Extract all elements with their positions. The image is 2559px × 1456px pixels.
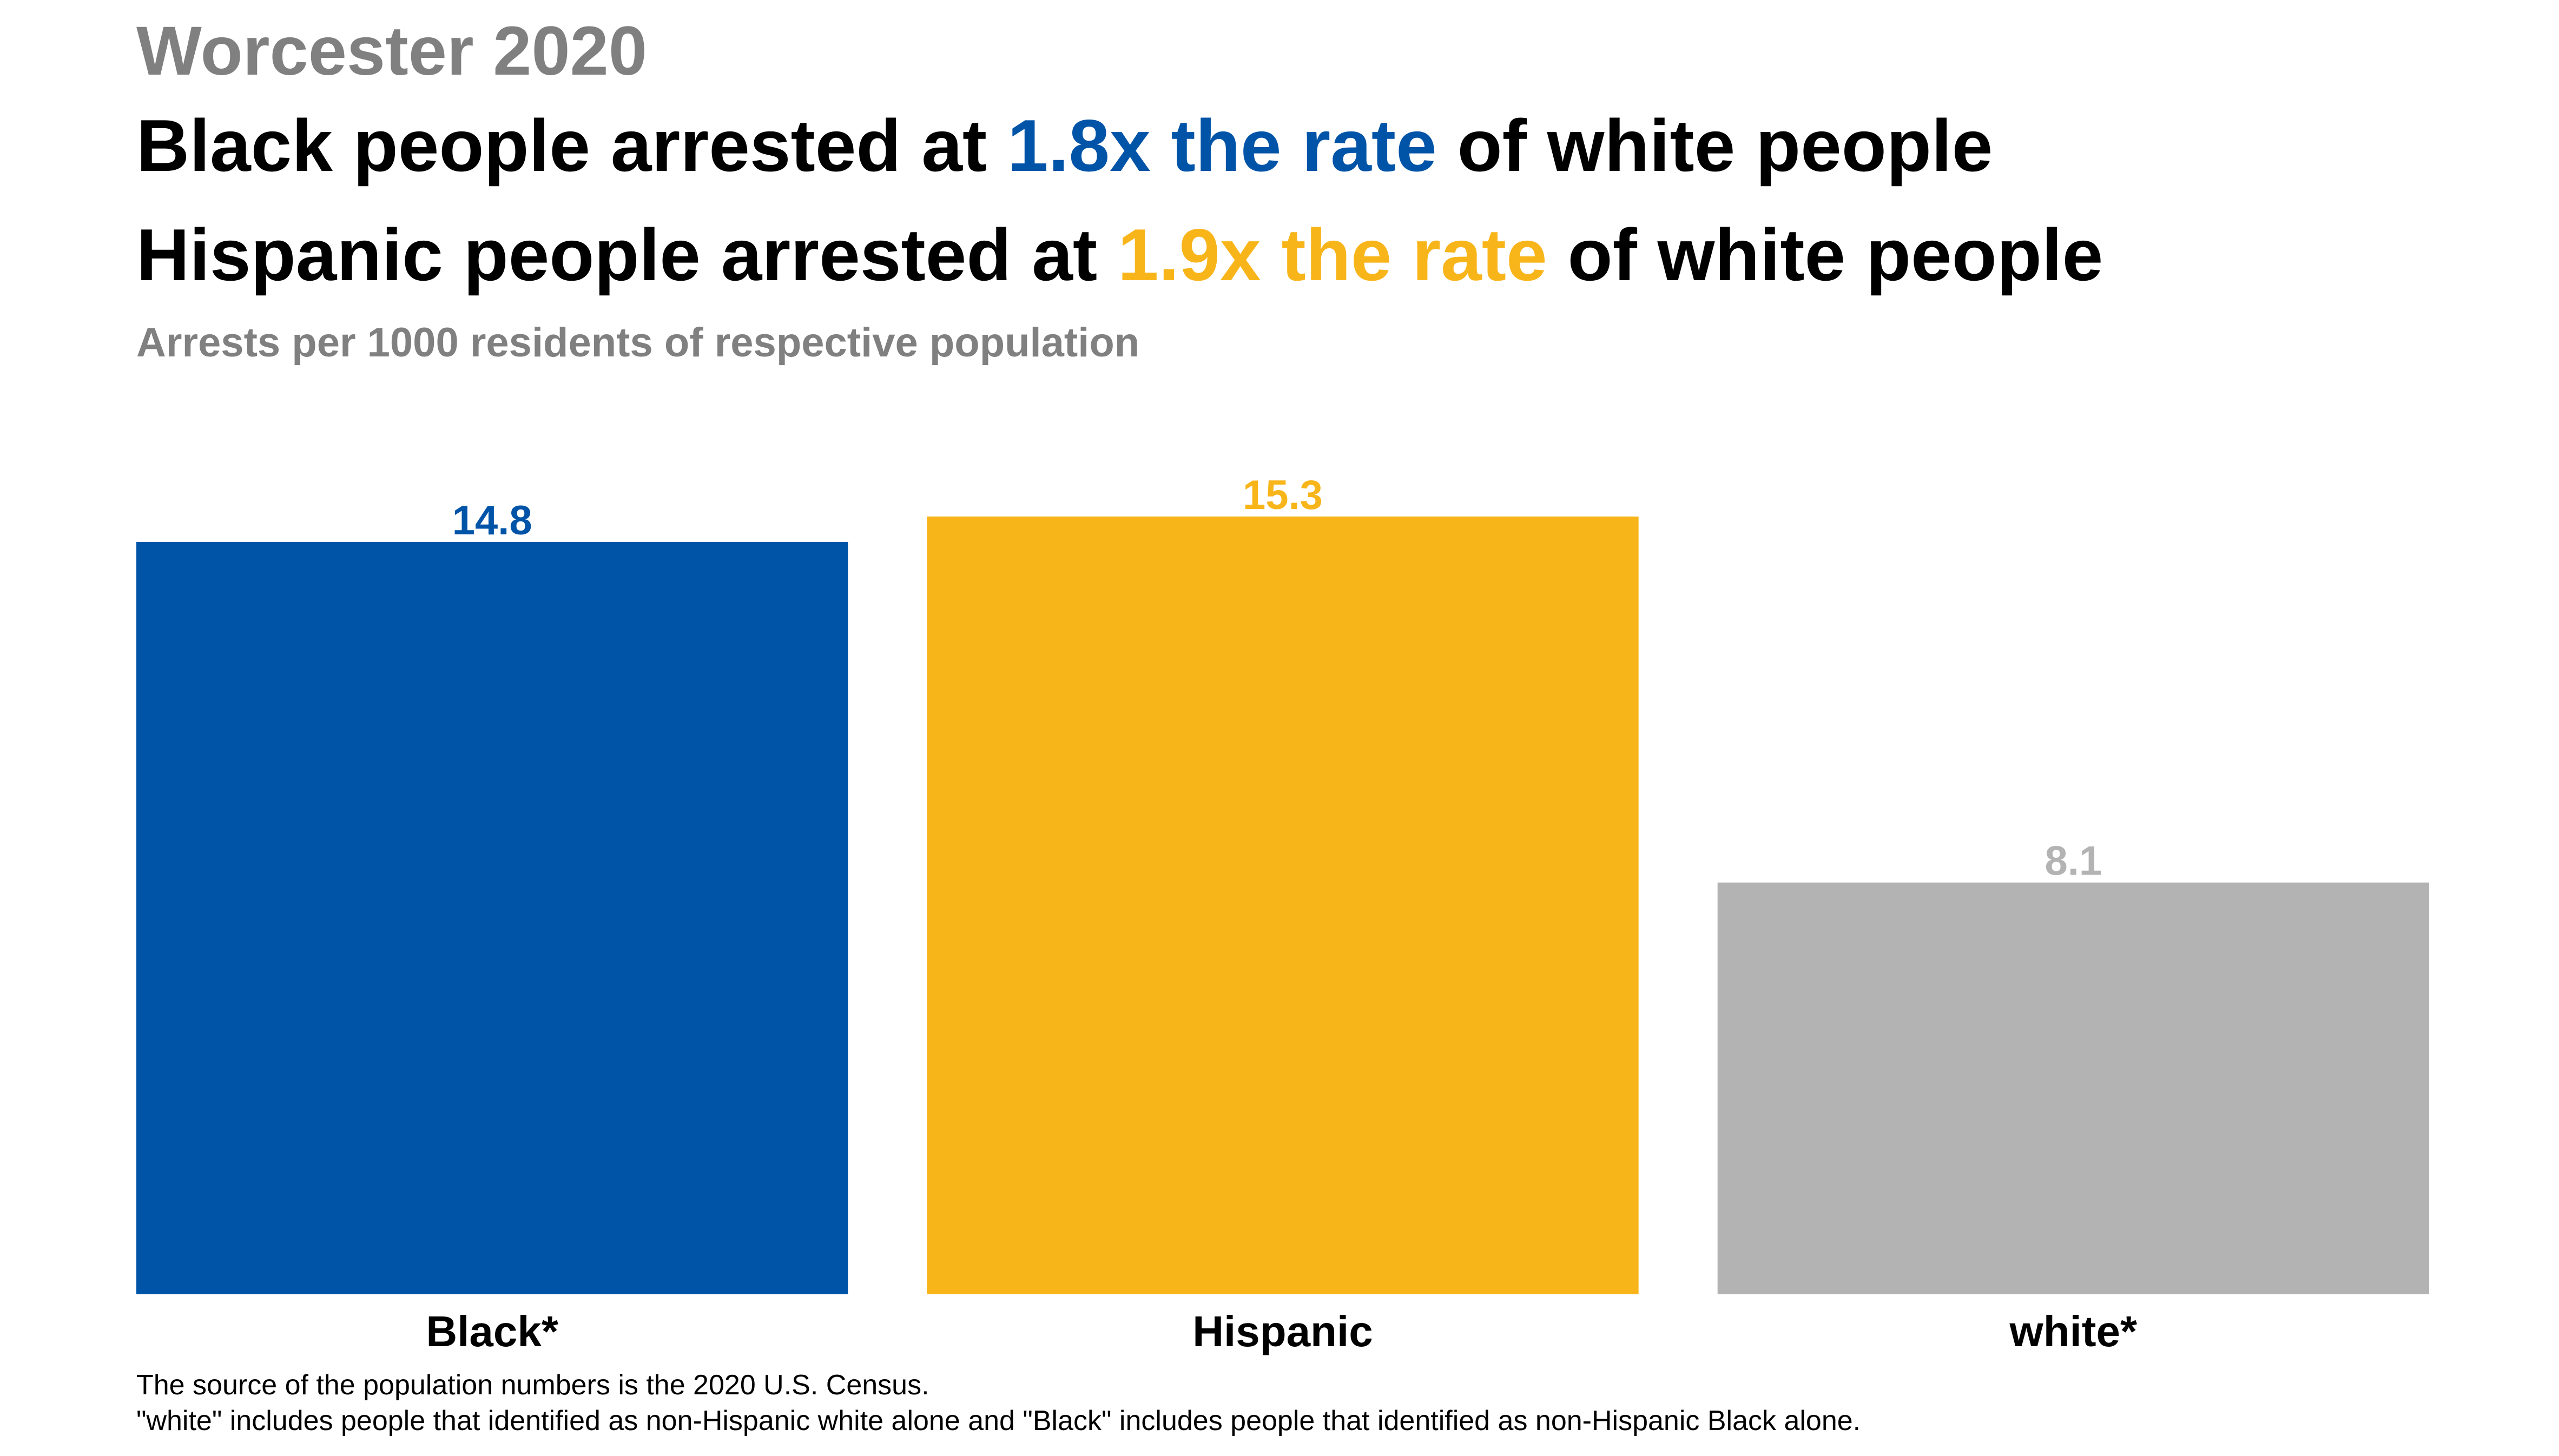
value-label-white: 8.1 xyxy=(2045,838,2102,884)
headline-hispanic: Hispanic people arrested at 1.9x the rat… xyxy=(136,211,2103,299)
footnote-definition: "white" includes people that identified … xyxy=(136,1405,1861,1437)
bar-hispanic xyxy=(927,517,1639,1294)
headline-black: Black people arrested at 1.8x the rate o… xyxy=(136,102,1993,190)
footnote-source: The source of the population numbers is … xyxy=(136,1369,929,1401)
bar-black xyxy=(136,541,848,1295)
headline-black-text-after: of white people xyxy=(1436,104,1993,187)
category-label-white: white* xyxy=(2009,1307,2138,1355)
category-label-hispanic: Hispanic xyxy=(1192,1307,1373,1355)
chart-kicker: Worcester 2020 xyxy=(136,12,647,90)
headline-hispanic-text-before: Hispanic people arrested at xyxy=(136,214,1118,296)
bar-white xyxy=(1717,882,2429,1294)
value-label-hispanic: 15.3 xyxy=(1243,472,1323,518)
headline-black-highlight: 1.8x the rate xyxy=(1007,104,1437,187)
value-label-black: 14.8 xyxy=(452,498,532,544)
chart-subtitle: Arrests per 1000 residents of respective… xyxy=(136,320,1140,366)
headline-hispanic-highlight: 1.9x the rate xyxy=(1117,214,1547,296)
category-label-black: Black* xyxy=(426,1307,558,1355)
headline-hispanic-text-after: of white people xyxy=(1547,214,2103,296)
headline-black-text-before: Black people arrested at xyxy=(136,104,1008,187)
